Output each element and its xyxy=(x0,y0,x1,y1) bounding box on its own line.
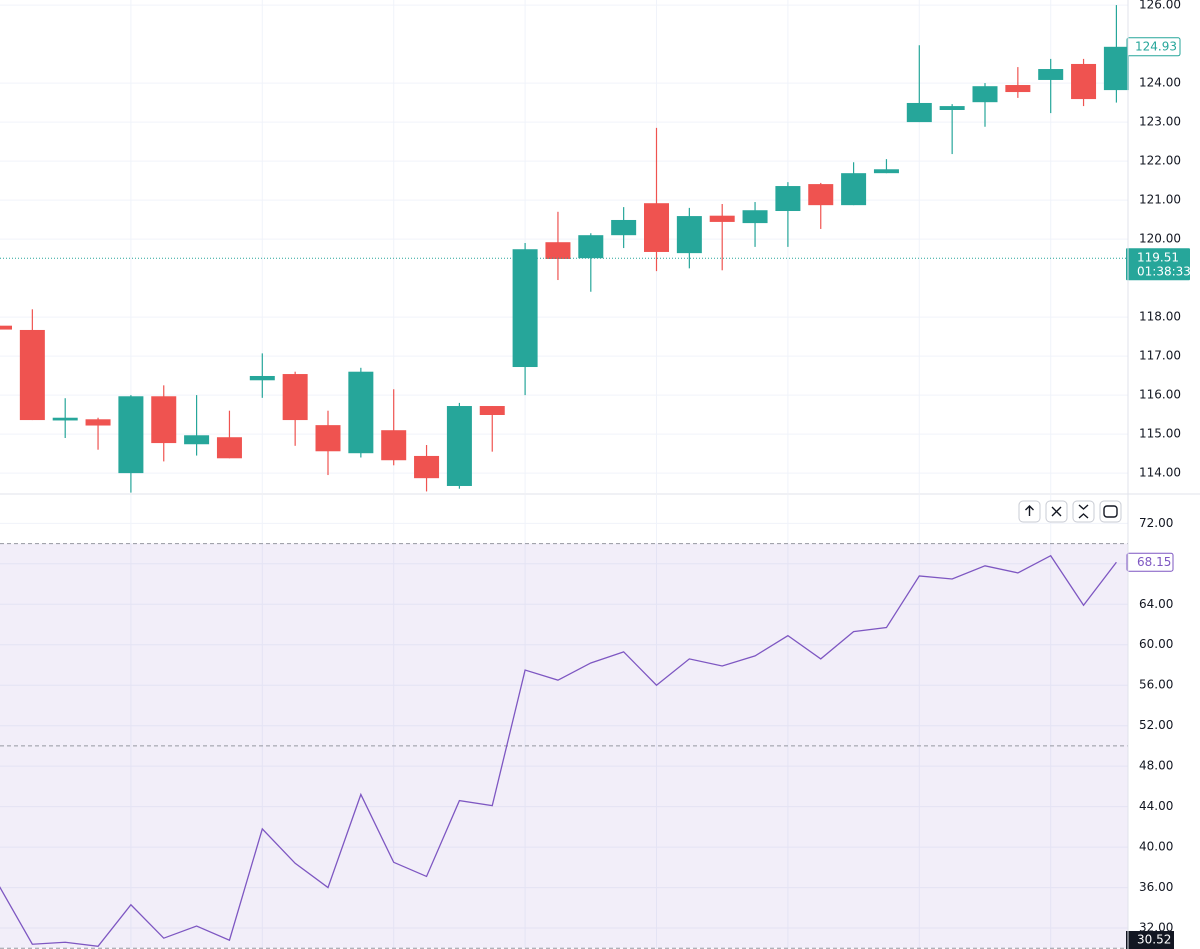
y-tick-label: 114.00 xyxy=(1139,466,1181,480)
candle-body xyxy=(709,215,735,222)
y-tick-label: 116.00 xyxy=(1139,388,1181,402)
candle-body xyxy=(348,371,374,454)
price-label-box xyxy=(1126,248,1190,281)
candle-body xyxy=(19,329,45,421)
y-tick-label: 60.00 xyxy=(1139,637,1173,651)
candle-body xyxy=(578,235,604,259)
candle-body xyxy=(808,184,834,206)
candle-body xyxy=(841,173,867,206)
candle-body xyxy=(184,435,210,445)
candle-body xyxy=(611,219,637,236)
collapse-pane-button[interactable] xyxy=(1072,500,1095,523)
y-tick-label: 44.00 xyxy=(1139,799,1173,813)
candle-body xyxy=(1005,85,1031,93)
y-tick-label: 40.00 xyxy=(1139,840,1173,854)
y-tick-label: 121.00 xyxy=(1139,193,1181,207)
candle-body xyxy=(644,203,669,252)
candle-body xyxy=(85,419,111,426)
y-tick-label: 118.00 xyxy=(1139,310,1181,324)
candle-body xyxy=(479,406,505,415)
candle-body xyxy=(1038,69,1064,80)
maximize-pane-button[interactable] xyxy=(1099,500,1122,523)
y-tick-label: 122.00 xyxy=(1139,154,1181,168)
candle-body xyxy=(512,249,538,368)
candle-body xyxy=(939,106,965,110)
candle-body xyxy=(151,396,177,444)
y-tick-label: 115.00 xyxy=(1139,427,1181,441)
rsi-line xyxy=(0,554,1117,947)
candle-body xyxy=(775,186,801,212)
candle-body xyxy=(1103,46,1129,91)
candle-body xyxy=(282,374,308,421)
candle-body xyxy=(118,396,144,474)
crosshair-box xyxy=(1126,931,1174,949)
candle-body xyxy=(906,102,932,123)
candle-body xyxy=(52,417,78,421)
candle-body xyxy=(972,86,998,103)
last-value-box xyxy=(1126,37,1181,57)
candle-body xyxy=(446,406,472,486)
y-tick-label: 124.00 xyxy=(1139,76,1181,90)
candle-body xyxy=(676,216,702,254)
y-tick-label: 64.00 xyxy=(1139,597,1173,611)
price-label: 119.51 xyxy=(1137,251,1179,265)
candle-body xyxy=(742,210,768,224)
y-tick-label: 56.00 xyxy=(1139,678,1173,692)
candle-body xyxy=(381,430,407,461)
y-tick-label: 36.00 xyxy=(1139,880,1173,894)
pane-buttons xyxy=(1018,500,1122,523)
candle-body xyxy=(249,375,275,381)
last-value-box xyxy=(1126,552,1174,572)
candle-body xyxy=(216,437,242,459)
candle-body xyxy=(414,455,440,479)
last-value-label: 68.15 xyxy=(1137,555,1171,569)
y-tick-label: 120.00 xyxy=(1139,232,1181,246)
move-up-button[interactable] xyxy=(1018,500,1041,523)
candle-body xyxy=(545,242,571,259)
candle-body xyxy=(315,425,341,452)
y-tick-label: 48.00 xyxy=(1139,759,1173,773)
countdown-label: 01:38:33 xyxy=(1137,265,1191,279)
last-value-label: 124.93 xyxy=(1135,39,1177,53)
crosshair-label: 30.52 xyxy=(1137,933,1171,947)
y-tick-label: 126.00 xyxy=(1139,0,1181,12)
y-tick-label: 72.00 xyxy=(1139,516,1173,530)
close-pane-button[interactable] xyxy=(1045,500,1068,523)
candle-body xyxy=(1071,63,1097,100)
candle-body xyxy=(0,325,12,330)
y-tick-label: 123.00 xyxy=(1139,115,1181,129)
y-tick-label: 52.00 xyxy=(1139,718,1173,732)
candle-body xyxy=(873,169,899,174)
y-tick-label: 117.00 xyxy=(1139,349,1181,363)
